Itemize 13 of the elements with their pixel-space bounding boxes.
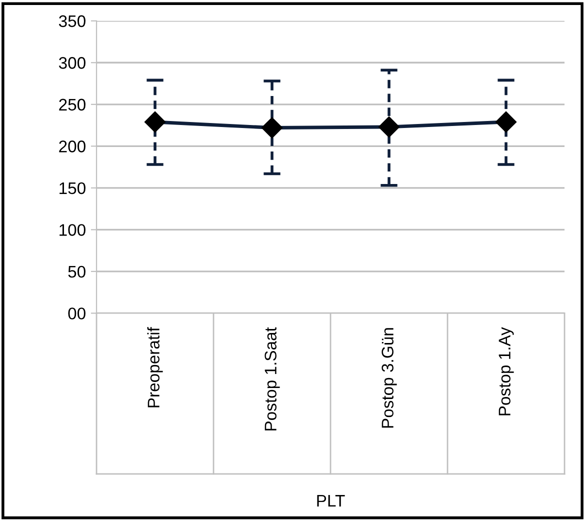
x-tick-label: Preoperatif [147, 327, 163, 408]
x-axis-title: PLT [317, 495, 345, 507]
y-tick-label: 200 [59, 140, 86, 152]
x-tick-label: Postop 1.Ay [498, 327, 514, 416]
y-tick-label: 00 [68, 308, 86, 320]
y-tick-label: 350 [58, 15, 86, 28]
x-tick-label: Postop 1.Saat [264, 327, 280, 430]
y-tick-label: 150 [60, 182, 86, 194]
x-tick-label: Postop 3.Gün [382, 328, 397, 428]
y-tick-label: 250 [59, 98, 86, 111]
y-tick-label: 300 [58, 57, 86, 69]
y-tick-label: 100 [60, 224, 86, 236]
y-tick-label: 50 [68, 266, 86, 278]
